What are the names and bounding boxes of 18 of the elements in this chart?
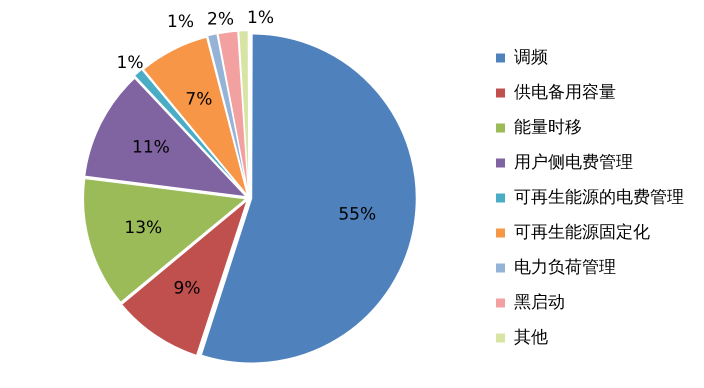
legend-label: 可再生能源的电费管理 <box>514 187 684 208</box>
legend-label: 可再生能源固定化 <box>514 222 650 242</box>
legend-label: 用户侧电费管理 <box>514 152 633 172</box>
legend-label: 调频 <box>514 47 548 68</box>
data-label: 7% <box>185 90 212 110</box>
legend-label: 其他 <box>514 327 548 348</box>
data-label: 1% <box>167 12 194 32</box>
data-label: 9% <box>174 278 201 298</box>
legend-label: 供电备用容量 <box>514 82 616 102</box>
data-label: 1% <box>247 8 274 28</box>
legend-label: 黑启动 <box>514 292 565 312</box>
data-label: 11% <box>132 138 170 158</box>
legend-label: 能量时移 <box>514 117 582 138</box>
data-label: 2% <box>207 9 234 30</box>
data-label: 13% <box>124 218 162 238</box>
legend-label: 电力负荷管理 <box>514 257 616 278</box>
data-label: 1% <box>116 52 144 73</box>
data-label: 55% <box>338 204 376 225</box>
